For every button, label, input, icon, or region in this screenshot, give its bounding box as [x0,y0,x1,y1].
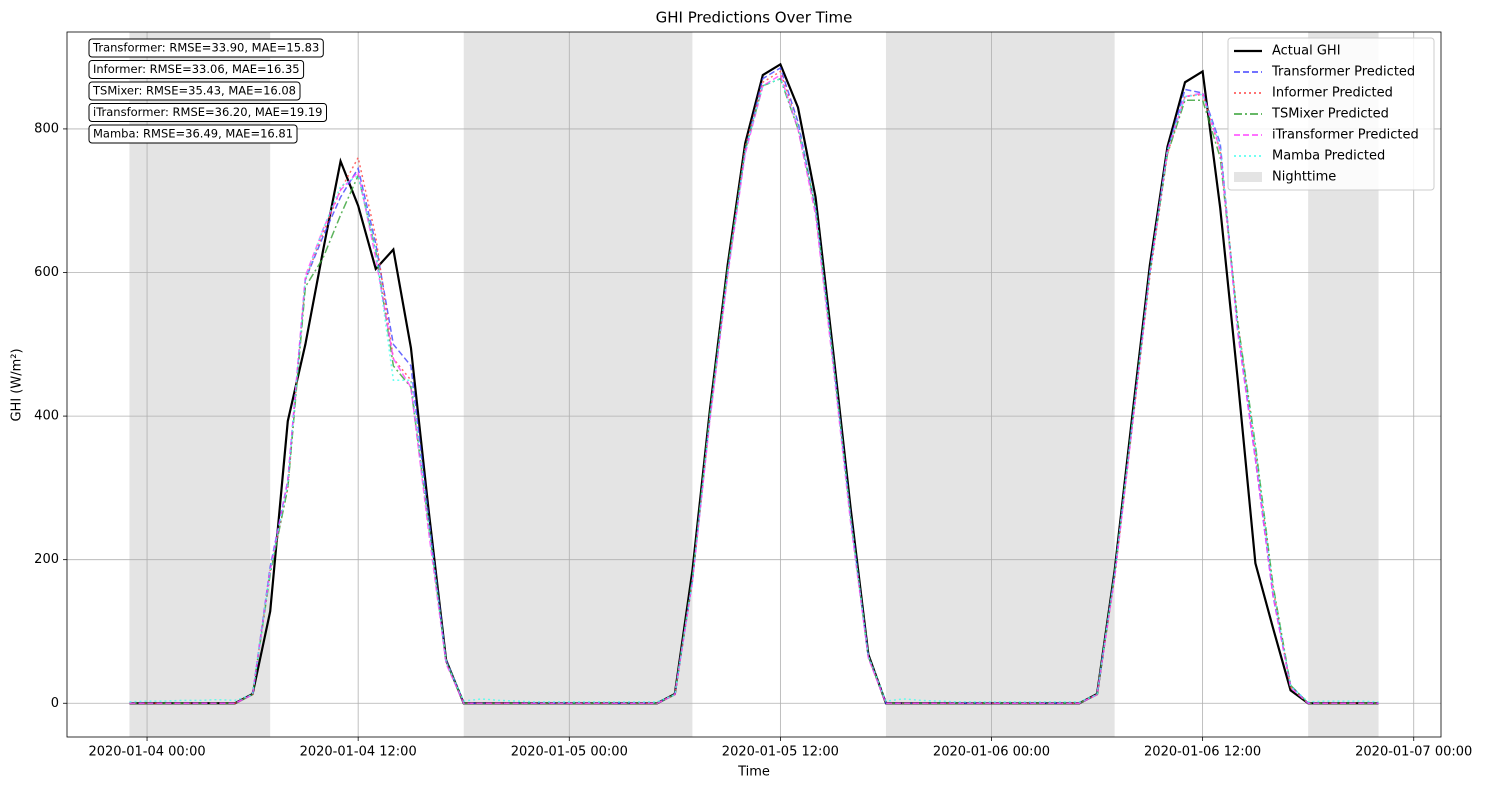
annotation-box [88,103,327,122]
legend-label: iTransformer Predicted [1272,128,1419,143]
chart-title: GHI Predictions Over Time [656,9,853,27]
x-tick-label: 2020-01-05 12:00 [722,745,839,760]
legend-label: Actual GHI [1272,44,1341,59]
y-tick-label: 800 [34,121,59,136]
annotation-text: Mamba: RMSE=36.49, MAE=16.81 [93,127,293,141]
series-line [129,70,1379,705]
series-line [129,77,1379,703]
x-axis-label: Time [737,765,770,780]
x-tick-label: 2020-01-04 12:00 [300,745,417,760]
x-tick-label: 2020-01-06 12:00 [1144,745,1261,760]
series-line [129,77,1379,705]
annotation-text: Transformer: RMSE=33.90, MAE=15.83 [92,41,319,55]
legend: Actual GHI Transformer Predicted Informer … [1227,37,1435,191]
legend-label: Transformer Predicted [1271,65,1415,80]
series-line [129,73,1379,705]
metric-annotation: Transformer: RMSE=33.90, MAE=15.83 [88,38,324,58]
legend-box [1227,37,1435,191]
y-tick-label: 600 [34,265,59,280]
x-tick-label: 2020-01-07 00:00 [1355,745,1472,760]
nighttime-band [885,32,1115,737]
annotation-text: TSMixer: RMSE=35.43, MAE=16.08 [92,84,296,98]
series-line [129,66,1379,705]
legend-label: Nighttime [1272,170,1336,185]
annotation-text: iTransformer: RMSE=36.20, MAE=19.19 [93,105,323,119]
metric-annotation: TSMixer: RMSE=35.43, MAE=16.08 [88,81,301,101]
legend-label: Informer Predicted [1272,86,1393,101]
legend-label: TSMixer Predicted [1271,107,1389,122]
y-axis-label: GHI (W/m²) [10,348,25,421]
annotation-box [88,60,305,79]
legend-swatch [1234,172,1262,182]
metric-annotation: Mamba: RMSE=36.49, MAE=16.81 [88,124,298,144]
x-tick-label: 2020-01-06 00:00 [933,745,1050,760]
metric-annotation: Informer: RMSE=33.06, MAE=16.35 [88,60,305,79]
legend-label: Mamba Predicted [1272,149,1385,164]
annotation-box [88,81,301,101]
series-line [129,62,1379,705]
annotation-box [88,124,298,144]
x-tick-label: 2020-01-04 00:00 [88,745,205,760]
plot-frame [66,31,1442,738]
metric-annotation: iTransformer: RMSE=36.20, MAE=19.19 [88,103,327,122]
annotation-text: Informer: RMSE=33.06, MAE=16.35 [93,62,300,76]
nighttime-band [463,32,693,737]
x-tick-label: 2020-01-05 00:00 [511,745,628,760]
y-tick-label: 400 [34,409,59,424]
y-tick-label: 0 [51,696,59,711]
nighttime-band [129,32,271,737]
annotation-box [88,38,324,58]
y-tick-label: 200 [34,552,59,567]
